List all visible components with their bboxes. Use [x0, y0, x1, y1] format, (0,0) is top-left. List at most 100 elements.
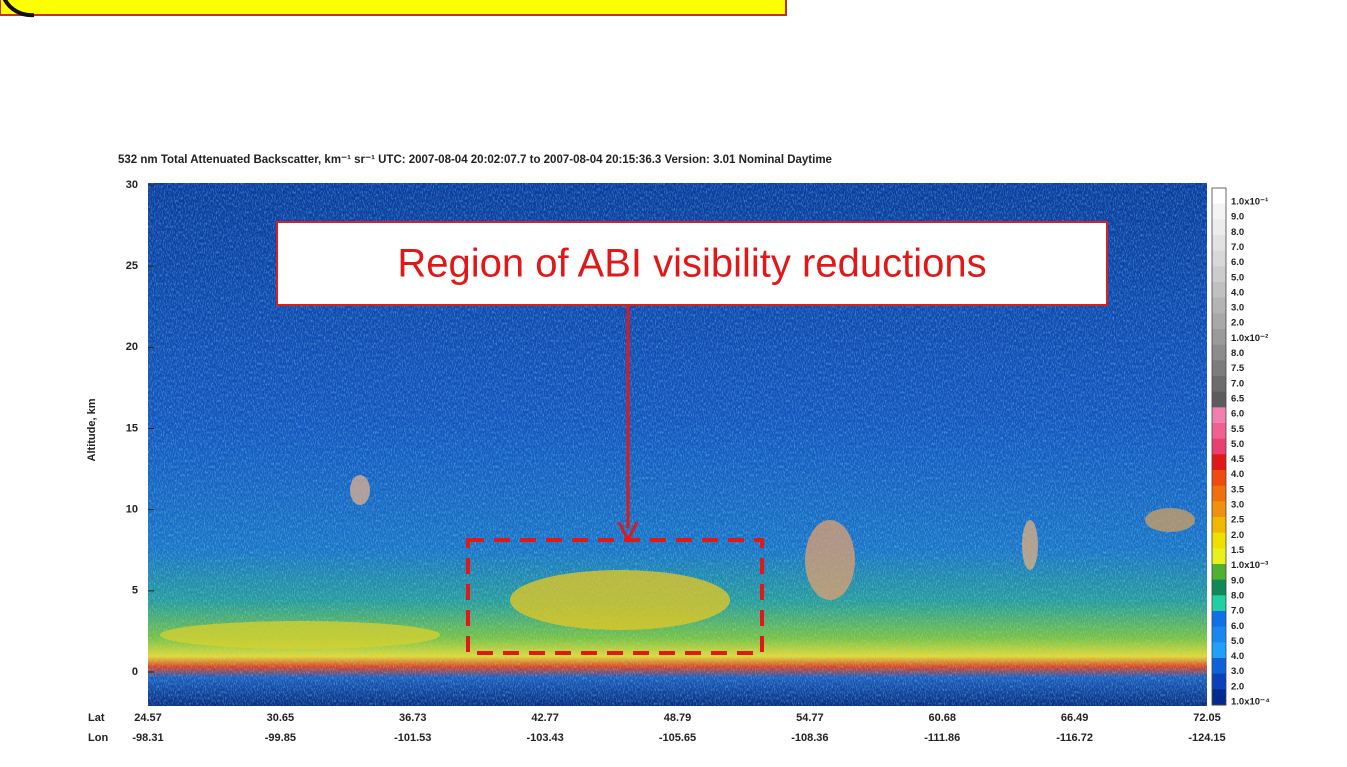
x-tick-label: 42.77 [531, 712, 559, 724]
y-tick-label: 5 [132, 585, 138, 597]
colorbar-swatch [1212, 266, 1226, 283]
colorbar-swatch [1212, 689, 1226, 706]
colorbar-label: 2.5 [1231, 515, 1245, 526]
y-tick-label: 0 [132, 666, 138, 678]
colorbar-label: 7.0 [1231, 242, 1244, 253]
x-tick-label: 66.49 [1061, 712, 1089, 724]
aerosol-layer [160, 475, 1195, 649]
colorbar-swatch [1212, 313, 1226, 330]
colorbar-label: 7.5 [1231, 363, 1245, 374]
x-tick-label: 54.77 [796, 712, 824, 724]
x-tick-label: 48.79 [664, 712, 692, 724]
colorbar-swatch [1212, 391, 1226, 408]
colorbar-label: 6.0 [1231, 621, 1244, 632]
colorbar-swatch [1212, 423, 1226, 440]
colorbar-label: 2.0 [1231, 318, 1244, 329]
colorbar-swatch [1212, 626, 1226, 643]
x-tick-label: 24.57 [134, 712, 162, 724]
colorbar-label: 1.5 [1231, 545, 1245, 556]
colorbar-label: 1.0x10⁻³ [1231, 560, 1268, 571]
annotation: Region of ABI visibility reductions [397, 242, 986, 286]
colorbar-swatch [1212, 548, 1226, 565]
header-icon [2, 0, 35, 18]
colorbar-swatch [1212, 595, 1226, 612]
colorbar-label: 3.0 [1231, 303, 1244, 314]
x-tick-label: -111.86 [924, 732, 960, 744]
x-tick-label: -116.72 [1056, 732, 1093, 744]
colorbar-frame [1211, 187, 1227, 706]
colorbar-swatch [1212, 188, 1226, 205]
colorbar-label: 4.0 [1231, 651, 1244, 662]
colorbar-swatch [1212, 438, 1226, 455]
colorbar-label: 7.0 [1231, 378, 1244, 389]
colorbar-swatch [1212, 579, 1226, 596]
x-tick-label: 72.05 [1193, 712, 1221, 724]
colorbar-swatch [1212, 517, 1226, 534]
colorbar-swatch [1212, 376, 1226, 393]
annotation-box [276, 221, 1108, 306]
colorbar-swatch [1212, 501, 1226, 518]
colorbar-swatch [1212, 250, 1226, 267]
colorbar-label: 3.5 [1231, 484, 1245, 495]
x-row-label: Lon [88, 732, 108, 744]
colorbar-label: 1.0x10⁻¹ [1231, 197, 1268, 208]
colorbar-label: 5.0 [1231, 636, 1244, 647]
colorbar-label: 1.0x10⁻² [1231, 333, 1268, 344]
y-tick-label: 25 [126, 260, 138, 272]
colorbar-swatch [1212, 329, 1226, 346]
colorbar-label: 5.0 [1231, 272, 1244, 283]
colorbar-swatch [1212, 297, 1226, 314]
colorbar-label: 6.0 [1231, 409, 1244, 420]
colorbar-label: 2.0 [1231, 530, 1244, 541]
colorbar-label: 3.0 [1231, 666, 1244, 677]
colorbar-swatch [1212, 564, 1226, 581]
colorbar-swatch [1212, 203, 1226, 220]
x-tick-label: -99.85 [265, 732, 296, 744]
region-box [466, 538, 764, 655]
colorbar-label: 1.0x10⁻⁴ [1231, 697, 1270, 708]
x-tick-label: -103.43 [526, 732, 563, 744]
colorbar-label: 5.0 [1231, 439, 1244, 450]
x-tick-label: -105.65 [659, 732, 696, 744]
chart-title: 532 nm Total Attenuated Backscatter, km⁻… [118, 154, 832, 166]
colorbar-label: 4.0 [1231, 469, 1244, 480]
colorbar-label: 7.0 [1231, 606, 1244, 617]
colorbar-swatch [1212, 470, 1226, 487]
y-axis-label: Altitude, km [86, 398, 98, 461]
x-tick-label: -124.15 [1188, 732, 1225, 744]
colorbar-swatch [1212, 219, 1226, 236]
colorbar-label: 4.0 [1231, 287, 1244, 298]
colorbar-label: 8.0 [1231, 348, 1244, 359]
x-tick-label: 36.73 [399, 712, 427, 724]
y-tick-label: 10 [126, 504, 138, 516]
colorbar-swatch [1212, 344, 1226, 361]
colorbar-label: 4.5 [1231, 454, 1245, 465]
x-tick-label: 60.68 [928, 712, 956, 724]
colorbar-swatch [1212, 642, 1226, 659]
colorbar-label: 5.5 [1231, 424, 1245, 435]
y-tick-label: 20 [126, 341, 138, 353]
x-row-label: Lat [88, 712, 105, 724]
y-tick-label: 30 [126, 179, 138, 191]
colorbar-label: 6.5 [1231, 393, 1245, 404]
colorbar-swatch [1212, 658, 1226, 675]
colorbar-swatch [1212, 407, 1226, 424]
y-tick-label: 15 [126, 422, 138, 434]
colorbar-label: 9.0 [1231, 575, 1244, 586]
x-tick-label: -101.53 [394, 732, 431, 744]
colorbar-label: 3.0 [1231, 500, 1244, 511]
colorbar-swatch [1212, 282, 1226, 299]
colorbar-swatch [1212, 235, 1226, 252]
colorbar-swatch [1212, 454, 1226, 471]
colorbar-swatch [1212, 673, 1226, 690]
colorbar-label: 8.0 [1231, 227, 1244, 238]
x-tick-label: -98.31 [132, 732, 163, 744]
colorbar-label: 2.0 [1231, 681, 1244, 692]
colorbar-swatch [1212, 532, 1226, 549]
colorbar-label: 9.0 [1231, 212, 1244, 223]
colorbar-label: 8.0 [1231, 590, 1244, 601]
header-box [0, 0, 787, 16]
x-tick-label: -108.36 [791, 732, 828, 744]
